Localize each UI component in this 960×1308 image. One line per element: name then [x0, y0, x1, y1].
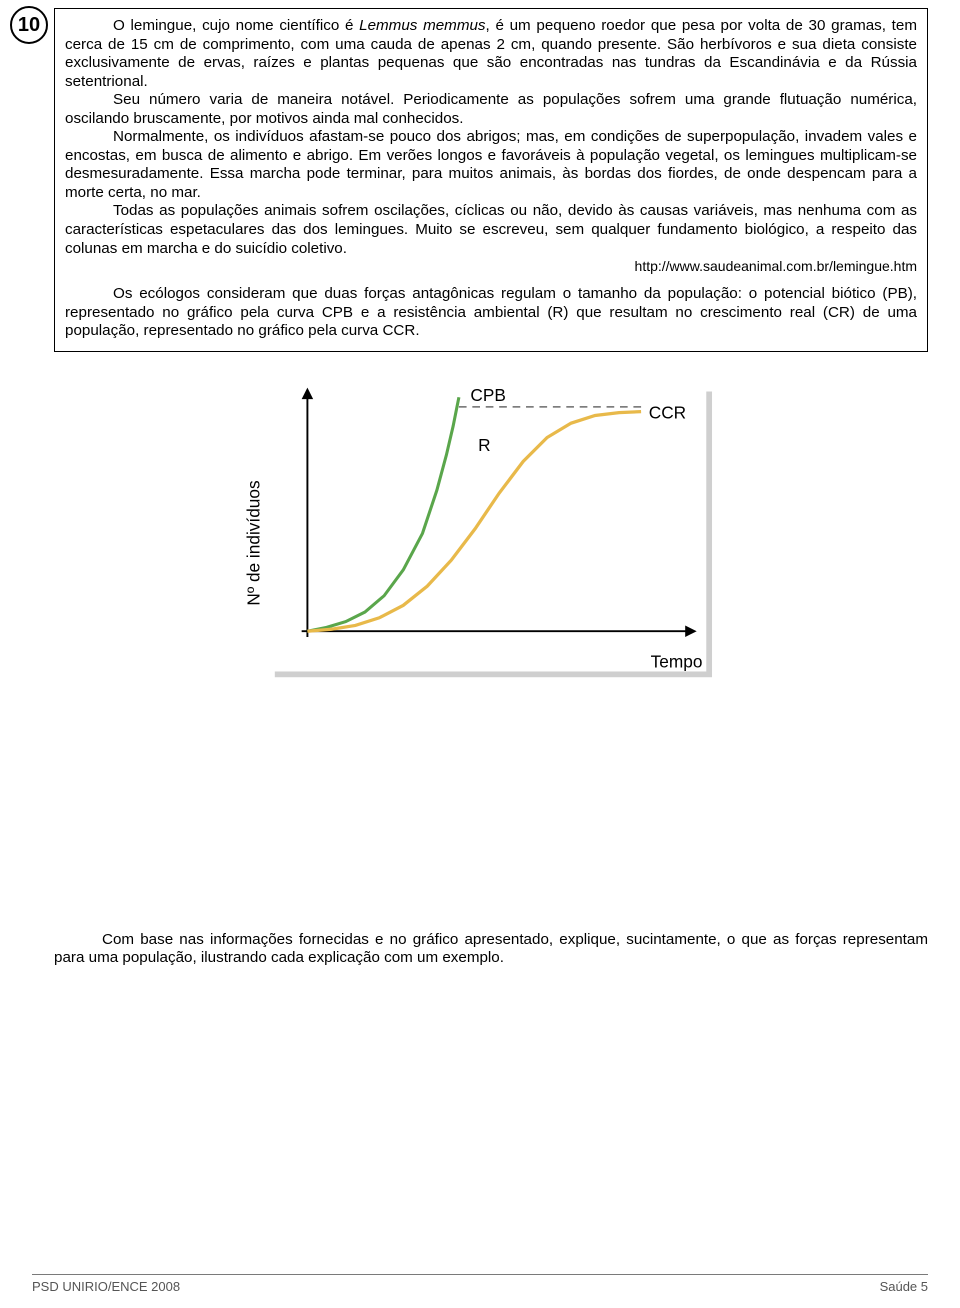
box-paragraph-3: Normalmente, os indivíduos afastam-se po… [65, 128, 917, 202]
ccr-label: CCR [649, 402, 686, 422]
p1-prefix: O lemingue, cujo nome científico é [113, 17, 359, 34]
box-paragraph-4: Todas as populações animais sofrem oscil… [65, 202, 917, 258]
x-axis-label: Tempo [651, 651, 703, 671]
footer-left: PSD UNIRIO/ENCE 2008 [32, 1279, 180, 1294]
population-chart: CPB CCR R Tempo Nº de indivíduos [240, 380, 720, 711]
p1-italic: Lemmus memmus [359, 17, 485, 34]
box-paragraph-1: O lemingue, cujo nome científico é Lemmu… [65, 17, 917, 91]
prompt-paragraph: Com base nas informações fornecidas e no… [54, 931, 928, 968]
page-footer: PSD UNIRIO/ENCE 2008 Saúde 5 [32, 1274, 928, 1294]
box-paragraph-5: Os ecólogos consideram que duas forças a… [65, 285, 917, 341]
chart-svg: CPB CCR R Tempo Nº de indivíduos [240, 380, 720, 706]
question-number-badge: 10 [10, 6, 48, 44]
footer-right: Saúde 5 [880, 1279, 928, 1294]
question-number: 10 [18, 14, 40, 37]
y-axis-label: Nº de indivíduos [243, 480, 263, 605]
cpb-label: CPB [470, 385, 505, 405]
r-label: R [478, 435, 490, 455]
question-prompt: Com base nas informações fornecidas e no… [54, 931, 928, 968]
box-source: http://www.saudeanimal.com.br/lemingue.h… [65, 258, 917, 275]
question-text-box: O lemingue, cujo nome científico é Lemmu… [54, 8, 928, 352]
box-paragraph-2: Seu número varia de maneira notável. Per… [65, 91, 917, 128]
